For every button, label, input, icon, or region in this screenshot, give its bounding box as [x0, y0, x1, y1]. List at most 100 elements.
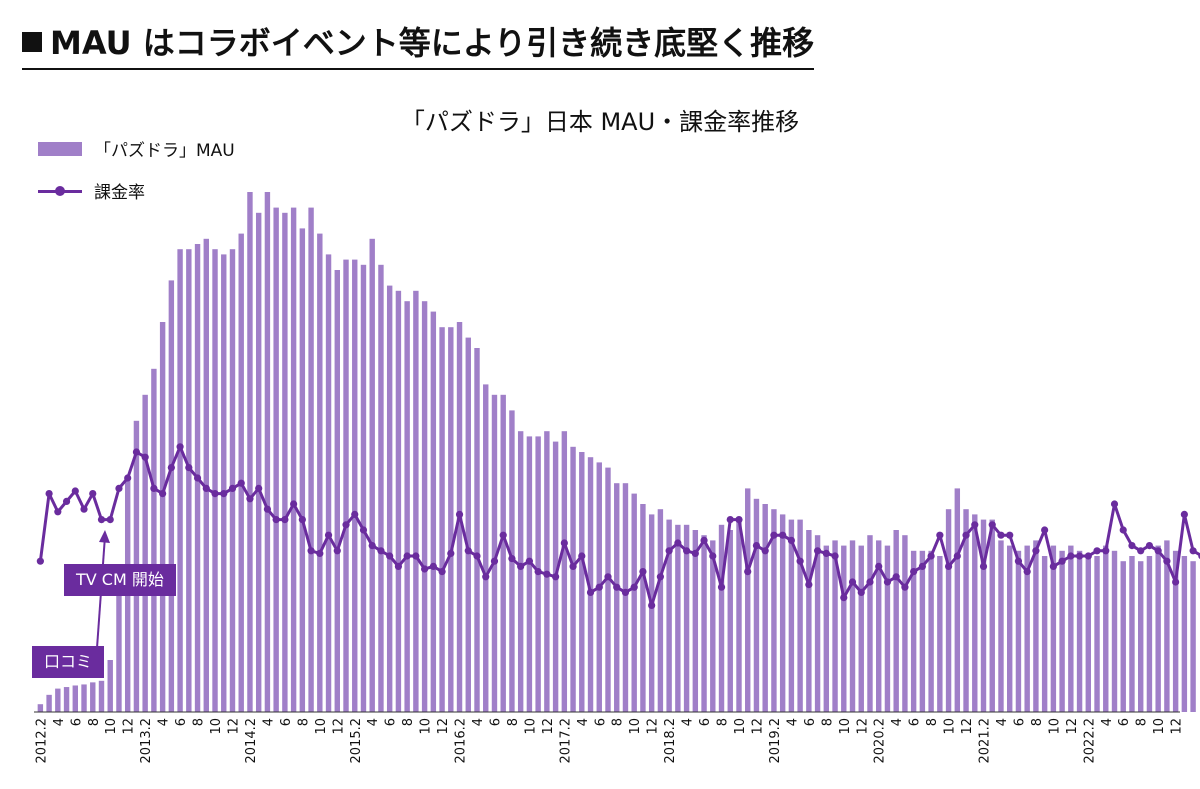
mau-bar: [1129, 556, 1135, 712]
billing-rate-point: [1023, 568, 1031, 576]
mau-bar: [369, 238, 375, 713]
x-tick-labels: 2012.2 4 6 8 10 12 2013.2 4 6 8 10 12 2014.2 4 6 8 10 12 2…: [34, 718, 1184, 764]
billing-rate-point: [569, 562, 577, 571]
billing-rate-point: [36, 557, 44, 565]
billing-rate-point: [1163, 557, 1171, 565]
mau-bar: [963, 509, 969, 712]
mau-bar: [998, 540, 1004, 712]
x-tick-label: 10: [419, 718, 434, 735]
x-tick-label: 4: [995, 718, 1010, 726]
billing-rate-point: [499, 531, 507, 539]
mau-bar: [605, 467, 611, 712]
billing-rate-point: [665, 547, 673, 555]
mau-bar: [823, 545, 830, 712]
billing-rate-point: [1084, 552, 1092, 560]
x-tick-label: 6: [1012, 718, 1027, 726]
x-tick-label: 6: [488, 718, 503, 726]
x-tick-label: 10: [314, 718, 329, 735]
legend-line-swatch: [38, 184, 82, 198]
billing-rate-point: [54, 508, 62, 516]
billing-rate-point: [717, 583, 726, 591]
x-tick-label: 12: [436, 718, 451, 735]
mau-bar: [526, 436, 533, 712]
billing-rate-point: [1075, 552, 1084, 560]
billing-rate-point: [1049, 562, 1057, 571]
mau-bar: [683, 524, 690, 712]
billing-rate-point: [246, 495, 254, 503]
billing-rate-point: [421, 565, 429, 573]
x-tick-label: 10: [838, 718, 853, 735]
mau-bar: [168, 280, 175, 712]
billing-rate-point: [1154, 547, 1162, 555]
billing-rate-point: [1110, 500, 1119, 508]
page-headline: MAU はコラボイベント等により引き続き底堅く推移: [22, 18, 815, 70]
x-tick-label: 8: [401, 718, 416, 726]
mau-bar: [1164, 540, 1170, 712]
billing-rate-point: [473, 552, 481, 560]
mau-bar: [491, 394, 498, 712]
billing-rate-point: [351, 510, 359, 518]
billing-rate-point: [132, 448, 141, 456]
billing-rate-point: [813, 547, 822, 555]
mau-bar: [221, 254, 227, 712]
tv-cm-annotation: TV CM 開始: [64, 564, 176, 596]
mau-bar: [317, 233, 323, 712]
billing-rate-point: [831, 552, 839, 560]
mau-bar: [1007, 545, 1013, 712]
billing-rate-point: [910, 568, 918, 576]
billing-rate-point: [979, 562, 988, 571]
mau-bar: [299, 228, 306, 712]
mau-bar: [448, 327, 454, 712]
mau-bar: [474, 348, 480, 712]
x-tick-label: 12: [331, 718, 346, 735]
mau-bar: [37, 704, 44, 712]
mau-bar: [832, 540, 838, 712]
mau-bar: [902, 535, 908, 712]
square-bullet-icon: [22, 32, 42, 52]
mau-bar: [579, 452, 585, 712]
mau-bar: [90, 682, 96, 712]
mau-bar: [1059, 550, 1065, 712]
x-tick-label: 2012.2: [34, 718, 49, 764]
billing-rate-point: [805, 581, 813, 589]
billing-rate-point: [333, 547, 341, 555]
mau-bar: [806, 530, 812, 712]
mau-bar: [622, 483, 629, 712]
billing-rate-point: [857, 588, 865, 597]
billing-rate-point: [683, 547, 691, 555]
billing-rate-point: [630, 583, 638, 591]
mau-bar: [745, 488, 751, 712]
mau-bar: [439, 327, 445, 712]
billing-rate-point: [1058, 557, 1066, 565]
x-tick-label: 8: [506, 718, 521, 726]
x-tick-label: 2019.2: [768, 718, 783, 764]
x-tick-label: 4: [261, 718, 276, 726]
billing-rate-point: [936, 531, 944, 539]
mau-bar: [884, 545, 891, 712]
mau-bar: [1094, 556, 1100, 712]
mau-bar: [413, 290, 419, 712]
mau-bar: [1024, 545, 1030, 712]
mau-bar: [1041, 556, 1048, 712]
billing-rate-point: [45, 490, 53, 498]
mau-bar: [972, 514, 978, 712]
mau-bar: [937, 556, 943, 712]
mau-bar: [186, 249, 192, 712]
mau-bar: [666, 519, 672, 712]
mau-bar: [692, 530, 699, 712]
billing-rate-point: [770, 531, 778, 539]
billing-rate-point: [211, 490, 219, 498]
mau-bar: [779, 514, 786, 712]
mau-bar: [46, 694, 52, 712]
x-tick-label: 8: [192, 718, 207, 726]
billing-rate-point: [709, 552, 717, 560]
mau-bar: [116, 582, 122, 712]
billing-rate-point: [866, 578, 874, 586]
x-tick-label: 2014.2: [244, 718, 259, 764]
billing-rate-point: [1172, 578, 1180, 586]
billing-rate-point: [822, 549, 830, 558]
billing-rate-point: [159, 490, 167, 498]
mau-bar: [107, 660, 113, 712]
billing-rate-point: [281, 516, 289, 524]
x-tick-label: 8: [1030, 718, 1045, 726]
